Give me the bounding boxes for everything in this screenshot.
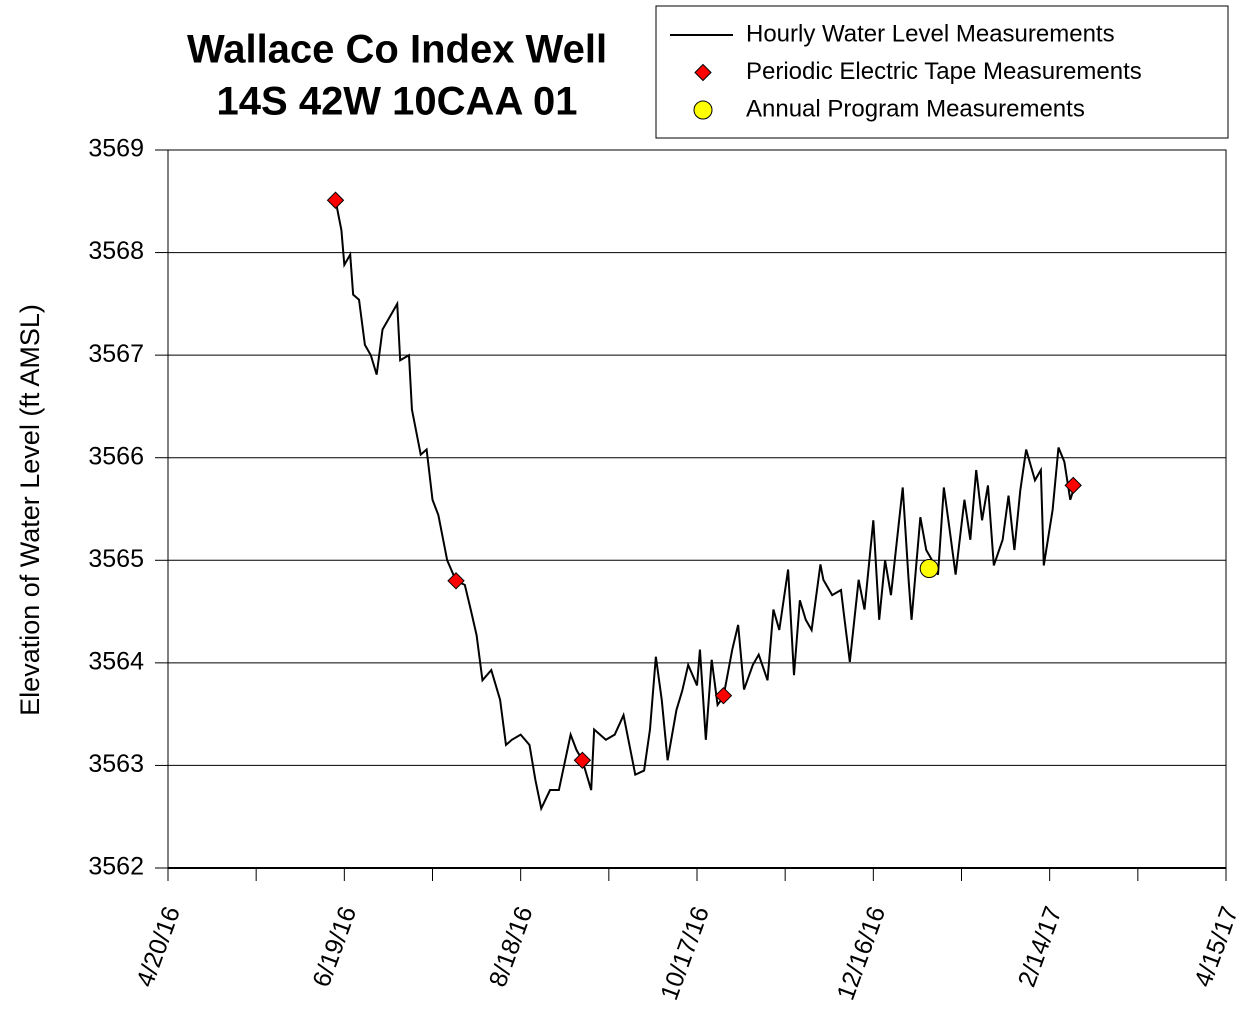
y-tick-label: 3566: [88, 442, 144, 470]
measurement-marker: [714, 686, 733, 705]
y-tick-label: 3563: [88, 750, 144, 778]
y-tick-label: 3562: [88, 853, 144, 881]
y-tick-label: 3568: [88, 237, 144, 265]
measurement-marker: [326, 191, 345, 209]
legend-marker: [693, 100, 713, 120]
water-level-line: [334, 200, 1075, 812]
measurement-marker: [1064, 476, 1082, 495]
measurement-marker: [573, 751, 592, 770]
measurement-marker: [447, 572, 465, 590]
legend-marker: [694, 63, 712, 82]
x-tick-label: 4/15/17: [1189, 903, 1244, 991]
legend-label: Periodic Electric Tape Measurements: [746, 58, 1142, 85]
legend-label: Annual Program Measurements: [746, 95, 1085, 122]
y-tick-label: 3565: [88, 545, 144, 573]
x-tick-label: 4/20/16: [131, 903, 186, 991]
x-tick-label: 8/18/16: [484, 903, 539, 991]
y-tick-label: 3564: [88, 647, 144, 675]
x-tick-label: 12/16/16: [832, 903, 892, 1004]
y-axis-label: Elevation of Water Level (ft AMSL): [15, 304, 45, 716]
y-tick-label: 3567: [88, 340, 144, 368]
chart-title: Wallace Co Index Well: [187, 28, 607, 72]
legend-box: [655, 5, 1229, 139]
y-tick-label: 3569: [88, 135, 144, 163]
x-tick-label: 6/19/16: [307, 903, 362, 991]
legend-label: Hourly Water Level Measurements: [746, 20, 1115, 47]
x-tick-label: 10/17/16: [655, 903, 715, 1004]
measurement-marker: [919, 558, 939, 578]
x-tick-label: 2/14/17: [1013, 903, 1068, 991]
plot-frame: [167, 149, 1227, 869]
chart-subtitle: 14S 42W 10CAA 01: [217, 80, 578, 124]
